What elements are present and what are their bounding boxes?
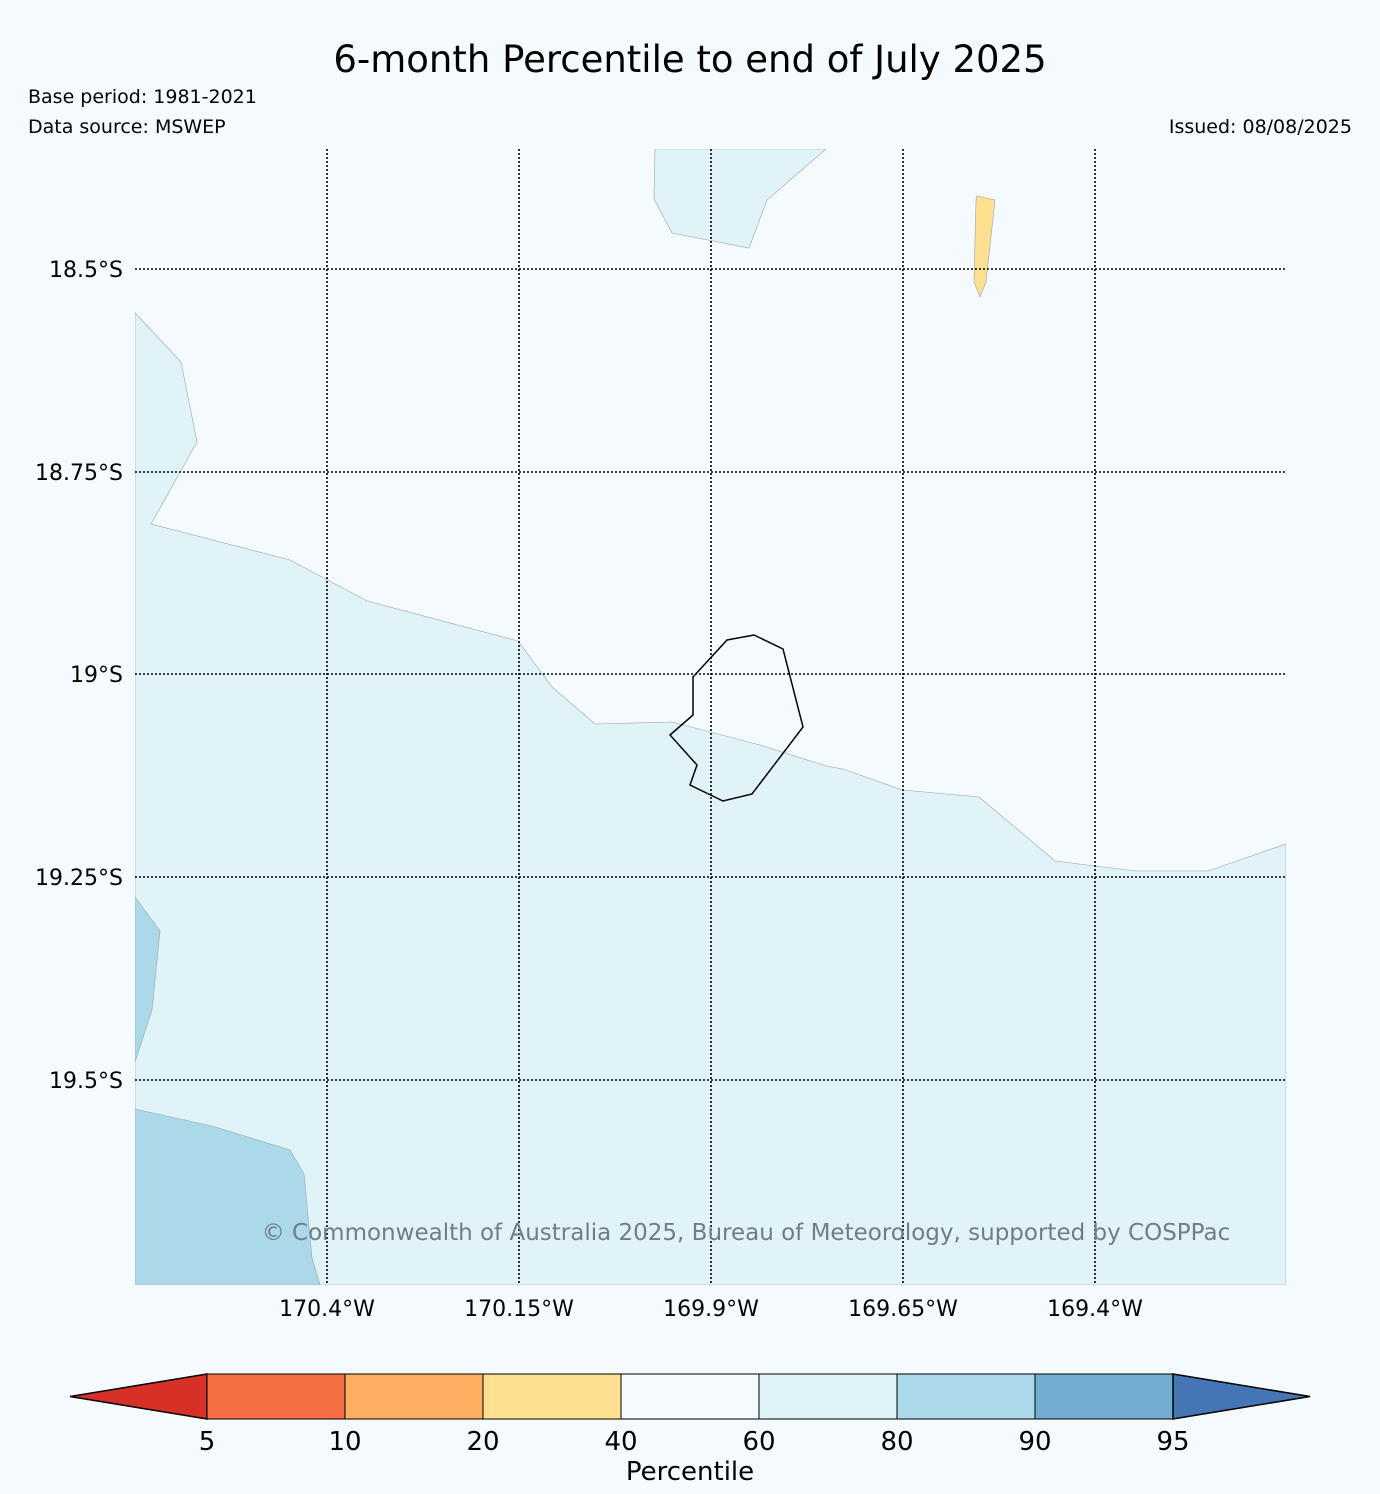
map-title: 6-month Percentile to end of July 2025 [333, 38, 1047, 81]
map-plot-area [135, 149, 1286, 1285]
gridlines [135, 149, 1286, 1285]
longitude-labels: 170.4°W 170.15°W 169.9°W 169.65°W 169.4°W [279, 1297, 1143, 1322]
latitude-label: 19.5°S [49, 1069, 123, 1094]
colorbar [69, 1373, 1311, 1420]
longitude-label: 169.65°W [848, 1297, 958, 1322]
colorbar-label: Percentile [626, 1457, 754, 1487]
colorbar-segment [344, 1373, 484, 1420]
percentile-region-20-40 [973, 195, 996, 298]
colorbar-tick: 20 [466, 1427, 499, 1457]
colorbar-tick: 80 [880, 1427, 913, 1457]
percentile-region-80-90-southwest [135, 1108, 321, 1285]
island-outline [668, 634, 804, 802]
longitude-label: 170.4°W [279, 1297, 375, 1322]
latitude-label: 18.75°S [35, 461, 123, 486]
colorbar-tick: 10 [328, 1427, 361, 1457]
colorbar-tick: 90 [1018, 1427, 1051, 1457]
colorbar-tick: 60 [742, 1427, 775, 1457]
colorbar-tick: 5 [199, 1427, 216, 1457]
colorbar-tick: 95 [1156, 1427, 1189, 1457]
base-period-label: Base period: 1981-2021 [28, 86, 257, 108]
longitude-label: 169.4°W [1047, 1297, 1143, 1322]
colorbar-segment [758, 1373, 898, 1420]
longitude-label: 170.15°W [464, 1297, 574, 1322]
colorbar-tick: 40 [604, 1427, 637, 1457]
latitude-label: 18.5°S [49, 258, 123, 283]
longitude-label: 169.9°W [663, 1297, 759, 1322]
colorbar-segment [896, 1373, 1036, 1420]
percentile-region-60-80-north [653, 149, 827, 249]
colorbar-extend-low [69, 1373, 208, 1420]
issued-date-label: Issued: 08/08/2025 [1168, 116, 1352, 138]
colorbar-tick-labels: 5 10 20 40 60 80 90 95 [199, 1427, 1190, 1457]
latitude-label: 19.25°S [35, 866, 123, 891]
colorbar-segment [1034, 1373, 1174, 1420]
colorbar-segment [206, 1373, 346, 1420]
copyright-notice: © Commonwealth of Australia 2025, Bureau… [262, 1220, 1231, 1246]
colorbar-segment [482, 1373, 622, 1420]
colorbar-extend-high [1172, 1373, 1311, 1420]
colorbar-segment [620, 1373, 760, 1420]
latitude-labels: 18.5°S 18.75°S 19°S 19.25°S 19.5°S [35, 258, 123, 1094]
latitude-label: 19°S [70, 663, 123, 688]
data-source-label: Data source: MSWEP [28, 116, 226, 138]
percentile-region-80-90-west [135, 896, 161, 1063]
